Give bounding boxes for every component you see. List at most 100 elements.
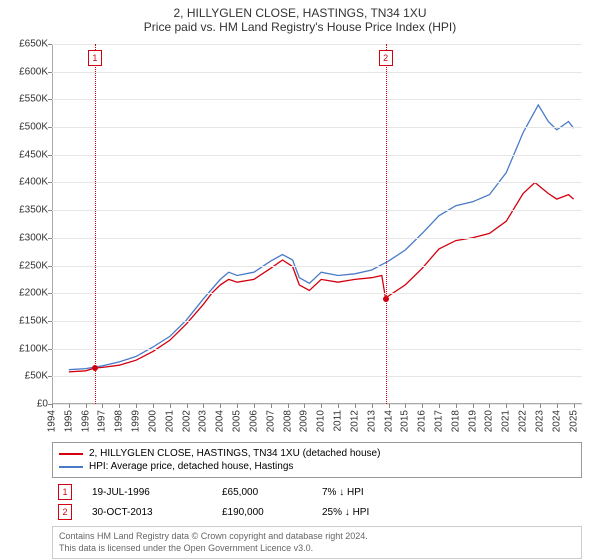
legend-box: 2, HILLYGLEN CLOSE, HASTINGS, TN34 1XU (… — [52, 442, 582, 478]
x-tick — [86, 404, 87, 408]
legend-label: HPI: Average price, detached house, Hast… — [89, 461, 293, 472]
x-tick — [422, 404, 423, 408]
legend-row: 2, HILLYGLEN CLOSE, HASTINGS, TN34 1XU (… — [59, 447, 575, 460]
gridline — [52, 182, 582, 183]
x-tick — [405, 404, 406, 408]
gridline — [52, 99, 582, 100]
y-tick — [48, 376, 52, 377]
x-tick-label: 2010 — [316, 410, 327, 432]
x-tick-label: 2025 — [568, 410, 579, 432]
x-tick — [389, 404, 390, 408]
x-tick-label: 1996 — [80, 410, 91, 432]
gridline — [52, 376, 582, 377]
y-tick-label: £350K — [19, 205, 48, 216]
x-tick — [254, 404, 255, 408]
gridline — [52, 127, 582, 128]
y-tick — [48, 127, 52, 128]
x-tick — [355, 404, 356, 408]
x-tick — [237, 404, 238, 408]
x-tick-label: 1999 — [131, 410, 142, 432]
x-tick-label: 2015 — [400, 410, 411, 432]
x-tick — [574, 404, 575, 408]
y-tick — [48, 349, 52, 350]
marker-line — [95, 44, 96, 404]
x-tick-label: 2011 — [333, 410, 344, 432]
gridline — [52, 210, 582, 211]
x-tick — [439, 404, 440, 408]
x-tick-label: 2004 — [215, 410, 226, 432]
sale-row: 2 30-OCT-2013 £190,000 25% ↓ HPI — [52, 502, 582, 522]
y-tick — [48, 99, 52, 100]
sale-date: 19-JUL-1996 — [92, 487, 202, 498]
marker-box: 1 — [88, 50, 102, 66]
x-tick-label: 2007 — [265, 410, 276, 432]
chart-container: 2, HILLYGLEN CLOSE, HASTINGS, TN34 1XU P… — [0, 0, 600, 560]
y-tick-label: £550K — [19, 94, 48, 105]
sale-marker: 2 — [58, 504, 72, 520]
x-tick — [119, 404, 120, 408]
x-tick-label: 2020 — [484, 410, 495, 432]
x-tick — [489, 404, 490, 408]
gridline — [52, 321, 582, 322]
y-tick-label: £450K — [19, 149, 48, 160]
y-tick-label: £300K — [19, 232, 48, 243]
gridline — [52, 44, 582, 45]
x-tick — [557, 404, 558, 408]
x-tick-label: 2005 — [232, 410, 243, 432]
gridline — [52, 72, 582, 73]
x-tick-label: 2021 — [501, 410, 512, 432]
gridline — [52, 293, 582, 294]
y-tick — [48, 44, 52, 45]
x-tick-label: 2024 — [551, 410, 562, 432]
plot-region: £0£50K£100K£150K£200K£250K£300K£350K£400… — [52, 44, 582, 404]
sale-date: 30-OCT-2013 — [92, 507, 202, 518]
x-tick-label: 1997 — [97, 410, 108, 432]
x-tick — [456, 404, 457, 408]
title-area: 2, HILLYGLEN CLOSE, HASTINGS, TN34 1XU P… — [0, 0, 600, 34]
x-tick-label: 1995 — [63, 410, 74, 432]
x-tick-label: 2003 — [198, 410, 209, 432]
footer-line: Contains HM Land Registry data © Crown c… — [59, 531, 575, 543]
x-tick — [102, 404, 103, 408]
x-tick-label: 2016 — [417, 410, 428, 432]
y-tick — [48, 238, 52, 239]
x-tick — [372, 404, 373, 408]
x-tick-label: 2019 — [467, 410, 478, 432]
footer-note: Contains HM Land Registry data © Crown c… — [52, 526, 582, 559]
x-tick — [473, 404, 474, 408]
y-tick-label: £0 — [37, 399, 48, 410]
y-tick-label: £400K — [19, 177, 48, 188]
chart-area: £0£50K£100K£150K£200K£250K£300K£350K£400… — [52, 44, 582, 404]
x-tick — [220, 404, 221, 408]
y-tick-label: £500K — [19, 122, 48, 133]
x-tick — [69, 404, 70, 408]
chart-lines — [52, 44, 582, 404]
y-tick-label: £250K — [19, 260, 48, 271]
gridline — [52, 155, 582, 156]
x-tick — [153, 404, 154, 408]
x-tick — [187, 404, 188, 408]
x-tick-label: 2013 — [366, 410, 377, 432]
y-tick — [48, 293, 52, 294]
sale-delta: 7% ↓ HPI — [322, 487, 412, 498]
marker-dot — [383, 296, 389, 302]
x-tick — [321, 404, 322, 408]
y-tick — [48, 72, 52, 73]
y-tick-label: £200K — [19, 288, 48, 299]
legend-label: 2, HILLYGLEN CLOSE, HASTINGS, TN34 1XU (… — [89, 448, 380, 459]
x-tick — [288, 404, 289, 408]
x-tick-label: 2000 — [147, 410, 158, 432]
sale-row: 1 19-JUL-1996 £65,000 7% ↓ HPI — [52, 482, 582, 502]
sale-delta: 25% ↓ HPI — [322, 507, 412, 518]
marker-line — [386, 44, 387, 404]
x-tick — [271, 404, 272, 408]
legend-row: HPI: Average price, detached house, Hast… — [59, 460, 575, 473]
sale-price: £190,000 — [222, 507, 302, 518]
x-tick — [506, 404, 507, 408]
x-tick — [540, 404, 541, 408]
y-tick-label: £100K — [19, 343, 48, 354]
y-tick — [48, 182, 52, 183]
y-tick-label: £150K — [19, 315, 48, 326]
gridline — [52, 349, 582, 350]
gridline — [52, 404, 582, 405]
